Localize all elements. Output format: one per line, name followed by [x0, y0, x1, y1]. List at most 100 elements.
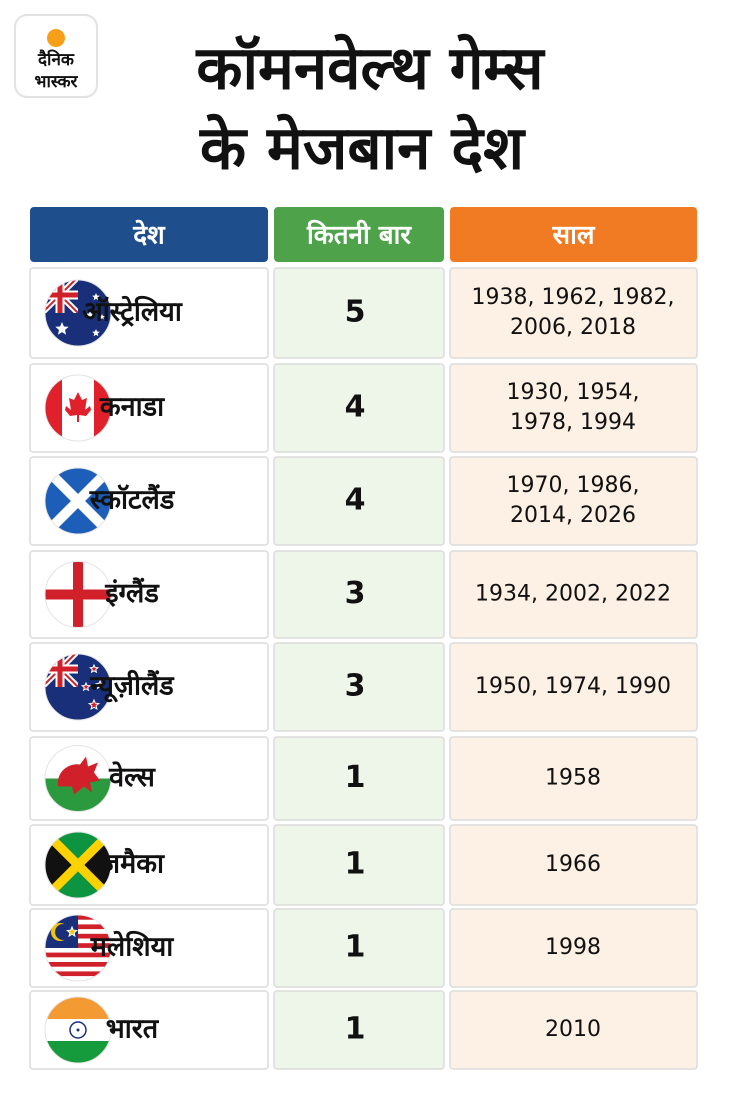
flag-outline — [44, 374, 112, 442]
flag-part — [92, 293, 100, 301]
flag-part — [65, 392, 91, 422]
flag-part — [45, 589, 111, 600]
host-years: 1966 — [545, 852, 601, 877]
flag-part — [45, 832, 78, 898]
country-name: न्यूज़ीलैंड — [89, 670, 175, 704]
host-count: 4 — [345, 390, 366, 425]
host-count: 1 — [345, 847, 366, 882]
host-years: 1950, 1974, 1990 — [475, 674, 671, 699]
logo-line: भास्कर — [35, 72, 79, 92]
host-count: 1 — [345, 1012, 366, 1047]
country-name: इंग्लैंड — [104, 577, 160, 609]
flag-outline — [44, 831, 112, 899]
host-years: 1970, 1986, — [507, 473, 640, 498]
host-years: 2014, 2026 — [510, 503, 636, 528]
flag-part — [92, 329, 100, 337]
table-cell — [449, 456, 698, 546]
host-years: 1978, 1994 — [510, 410, 636, 435]
host-years: 1930, 1954, — [507, 380, 640, 405]
flag-part — [45, 962, 111, 967]
host-count: 3 — [345, 669, 366, 704]
flag-part — [69, 1021, 87, 1039]
table-cell — [273, 456, 445, 546]
table-cell — [273, 908, 445, 988]
flag-outline — [44, 745, 112, 812]
flag-part — [45, 971, 111, 977]
flag-outline — [44, 561, 112, 628]
logo-sun — [47, 29, 65, 47]
host-count: 3 — [345, 576, 366, 611]
title-line: के मेजबान देश — [199, 114, 526, 184]
flag-part — [45, 997, 111, 1019]
table-cell — [273, 990, 445, 1070]
flag-outline — [44, 279, 112, 347]
table-cell — [449, 642, 698, 732]
flag — [44, 374, 112, 442]
flag-outline — [44, 467, 112, 535]
flag-part — [57, 756, 101, 795]
flag-part — [45, 1041, 111, 1063]
flag-part — [76, 1028, 80, 1032]
country-name: जमैका — [99, 848, 165, 880]
flag-part — [55, 924, 71, 940]
flag-outline — [44, 996, 112, 1064]
host-count: 5 — [345, 295, 366, 330]
header-cell — [274, 207, 444, 262]
table-cell — [449, 736, 698, 821]
flag-part — [55, 322, 69, 335]
header-text: देश — [132, 220, 166, 251]
title-line: कॉमनवेल्थ गेम्स — [195, 34, 546, 104]
flag-part — [89, 663, 99, 674]
flag — [44, 914, 112, 982]
header-text: साल — [552, 221, 596, 251]
country-name: भारत — [106, 1014, 160, 1045]
flag-part — [45, 832, 111, 898]
table-cell — [449, 824, 698, 906]
country-name: कनाडा — [99, 392, 165, 423]
flag — [44, 996, 112, 1064]
flag-part — [78, 832, 111, 898]
flag — [44, 831, 112, 899]
flag — [44, 745, 112, 812]
table-cell — [273, 642, 445, 732]
table-cell — [273, 824, 445, 906]
flag-part — [65, 925, 79, 938]
country-name: मलेशिया — [90, 931, 174, 963]
flag-body — [45, 832, 111, 898]
table-cell — [449, 990, 698, 1070]
flag-outline — [44, 914, 112, 982]
table-cell — [273, 363, 445, 453]
flag-part — [95, 679, 105, 690]
table-cell — [449, 267, 698, 359]
flag-part — [45, 468, 111, 534]
flag-part — [87, 698, 101, 711]
host-years: 1938, 1962, 1982, — [472, 285, 675, 310]
host-years: 1958 — [545, 766, 601, 791]
flag-part — [45, 952, 111, 958]
flag-part — [81, 681, 91, 692]
table-cell — [273, 736, 445, 821]
flag — [44, 561, 112, 628]
flag-body — [45, 915, 111, 981]
header-cell — [30, 207, 268, 262]
table-cell — [273, 267, 445, 359]
table-cell — [449, 550, 698, 639]
flag-outline — [44, 653, 112, 721]
host-years: 1934, 2002, 2022 — [475, 582, 671, 607]
country-name: वेल्स — [108, 761, 157, 793]
table-cell — [449, 908, 698, 988]
header-cell — [450, 207, 697, 262]
logo-box — [14, 14, 98, 98]
flag-part — [99, 314, 105, 320]
host-count: 1 — [345, 760, 366, 795]
flag-body — [45, 561, 111, 628]
logo-line: दैनिक — [37, 49, 75, 70]
host-count: 4 — [345, 483, 366, 518]
host-years: 1998 — [545, 935, 601, 960]
host-years: 2006, 2018 — [510, 315, 636, 340]
table-cell — [449, 363, 698, 453]
flag-body — [45, 468, 111, 534]
flag — [44, 467, 112, 535]
